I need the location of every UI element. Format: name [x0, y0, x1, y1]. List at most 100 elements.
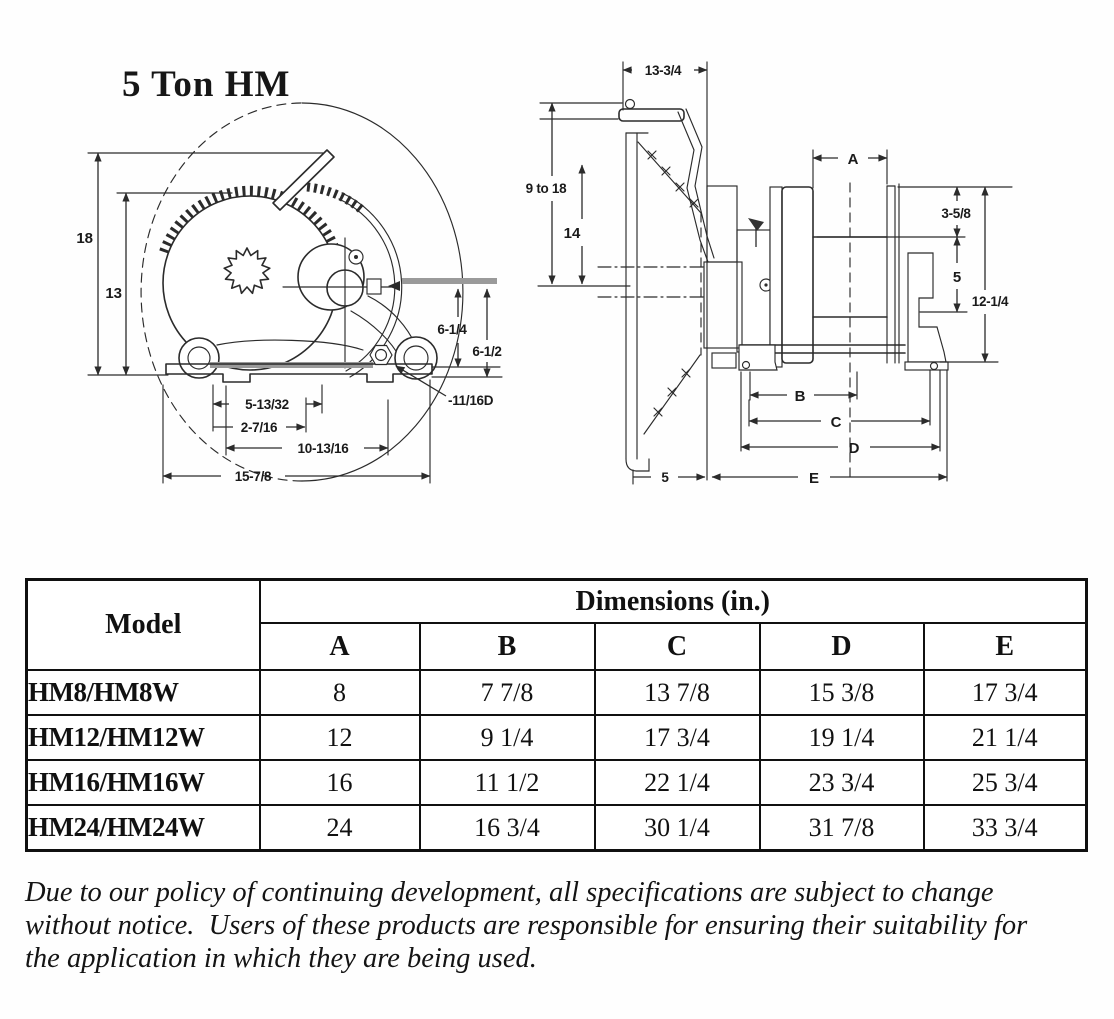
plate-diag-bottom	[643, 354, 701, 435]
base-plate	[165, 363, 433, 383]
ratchet-teeth	[306, 182, 365, 214]
right-hole	[403, 345, 429, 371]
gear-teeth	[159, 185, 341, 254]
dim-label-10-13-16: 10-13/16	[298, 441, 350, 456]
tension-bolt-flag	[748, 218, 764, 231]
dim-label-15-7-8: 15-7/8	[235, 469, 272, 484]
model-name: HM16/HM16W	[25, 759, 261, 806]
dim-label-13: 13	[105, 285, 122, 302]
model-header-cell: Model	[25, 578, 261, 671]
model-name: HM12/HM12W	[25, 714, 261, 761]
value-e: 21 1/4	[922, 714, 1088, 761]
left-foot-bolt	[741, 360, 751, 370]
right-foot	[904, 361, 949, 371]
table-row: HM24/HM24W 24 16 3/4 30 1/4 31 7/8 33 3/…	[25, 804, 1088, 852]
crank-arm-edge2	[685, 108, 715, 259]
drum-circle-hidden	[140, 102, 303, 482]
left-hole	[187, 346, 211, 370]
pawl-pivot-side-dot	[764, 283, 768, 287]
handle-grip	[618, 108, 685, 122]
grip-pin	[624, 98, 636, 110]
value-e: 25 3/4	[922, 759, 1088, 806]
model-name: HM8/HM8W	[25, 669, 261, 716]
value-a: 12	[258, 714, 421, 761]
handle-rod	[272, 149, 335, 211]
plate-hatch-bottom	[653, 368, 691, 417]
dim-label-5-offset: 5	[661, 470, 669, 485]
table-header-row-2: A B C D E	[27, 622, 1088, 671]
value-d: 15 3/8	[758, 669, 925, 716]
dim-label-2-7-16: 2-7/16	[241, 420, 278, 435]
spline-star	[223, 247, 271, 295]
value-c: 30 1/4	[593, 804, 761, 852]
crank-arm-edge1	[677, 111, 709, 263]
cable-arrow	[388, 281, 400, 291]
ratchet-ring-inner	[338, 198, 396, 372]
value-e: 17 3/4	[922, 669, 1088, 716]
drum-flange-left	[781, 186, 814, 364]
plate-hatch-top	[647, 150, 699, 208]
dim-label-13-34: 13-3/4	[645, 63, 682, 78]
hex-bolt	[369, 344, 393, 366]
table-row: HM8/HM8W 8 7 7/8 13 7/8 15 3/8 17 3/4	[25, 669, 1088, 716]
main-gear	[703, 261, 743, 349]
table-header-row-1: Model Dimensions (in.)	[25, 578, 1088, 671]
value-b: 7 7/8	[418, 669, 596, 716]
gear-hub-stub	[711, 352, 737, 369]
dim-label-5-13-32: 5-13/32	[245, 397, 289, 412]
disclaimer-line: without notice. Users of these products …	[25, 910, 1028, 941]
right-bracket	[907, 252, 947, 363]
front-view-diagram: 18 13 6-1/4 6-1/2 -11/16D 5-13/32	[76, 102, 503, 484]
dim-label-14: 14	[564, 225, 581, 242]
dim-label-6-12: 6-1/2	[472, 344, 501, 359]
hex-bolt-hole	[374, 348, 388, 362]
dim-label-5-right: 5	[953, 269, 961, 286]
drum-circle	[301, 102, 464, 482]
dim-label-12-14: 12-1/4	[972, 294, 1009, 309]
value-c: 17 3/4	[593, 714, 761, 761]
leader-11-16	[395, 365, 447, 397]
value-a: 8	[258, 669, 421, 716]
col-header-a: A	[258, 622, 421, 671]
value-d: 31 7/8	[758, 804, 925, 852]
dim-label-9to18: 9 to 18	[526, 181, 567, 196]
value-a: 16	[258, 759, 421, 806]
value-c: 22 1/4	[593, 759, 761, 806]
value-d: 23 3/4	[758, 759, 925, 806]
col-header-e: E	[922, 622, 1088, 671]
dim-label-a: A	[848, 151, 859, 168]
dim-label-e: E	[809, 470, 819, 487]
side-view-diagram: 13-3/4	[526, 61, 1013, 487]
dim-label-11-16: -11/16D	[448, 393, 494, 408]
dim-label-3-58: 3-5/8	[941, 206, 971, 221]
value-d: 19 1/4	[758, 714, 925, 761]
right-foot-bolt	[929, 361, 939, 371]
plate-diag-top	[637, 141, 702, 214]
value-b: 9 1/4	[418, 714, 596, 761]
value-e: 33 3/4	[922, 804, 1088, 852]
dim-label-18: 18	[76, 230, 93, 247]
disclaimer-text: Due to our policy of continuing developm…	[25, 876, 1097, 975]
dim-label-c: C	[831, 414, 842, 431]
model-name: HM24/HM24W	[25, 804, 261, 852]
value-b: 16 3/4	[418, 804, 596, 852]
drawing-title: 5 Ton HM	[122, 64, 290, 105]
value-b: 11 1/2	[418, 759, 596, 806]
dimensions-table: Model Dimensions (in.) A B C D E HM8/HM8…	[25, 578, 1089, 852]
value-c: 13 7/8	[593, 669, 761, 716]
dim-label-b: B	[795, 388, 806, 405]
technical-drawing: 5 Ton HM	[76, 61, 1013, 487]
col-header-c: C	[593, 622, 761, 671]
table-row: HM16/HM16W 16 11 1/2 22 1/4 23 3/4 25 3/…	[25, 759, 1088, 806]
plate-foot	[625, 458, 650, 472]
left-foot	[738, 344, 778, 371]
cable-clamp	[366, 278, 382, 295]
frame-strap	[216, 339, 364, 351]
table-row: HM12/HM12W 12 9 1/4 17 3/4 19 1/4 21 1/4	[25, 714, 1088, 761]
disclaimer-line: Due to our policy of continuing developm…	[25, 877, 994, 908]
dimensions-header-cell: Dimensions (in.)	[258, 578, 1088, 624]
pawl-pivot-center	[354, 255, 358, 259]
inner-plate	[769, 186, 783, 368]
col-header-b: B	[418, 622, 596, 671]
